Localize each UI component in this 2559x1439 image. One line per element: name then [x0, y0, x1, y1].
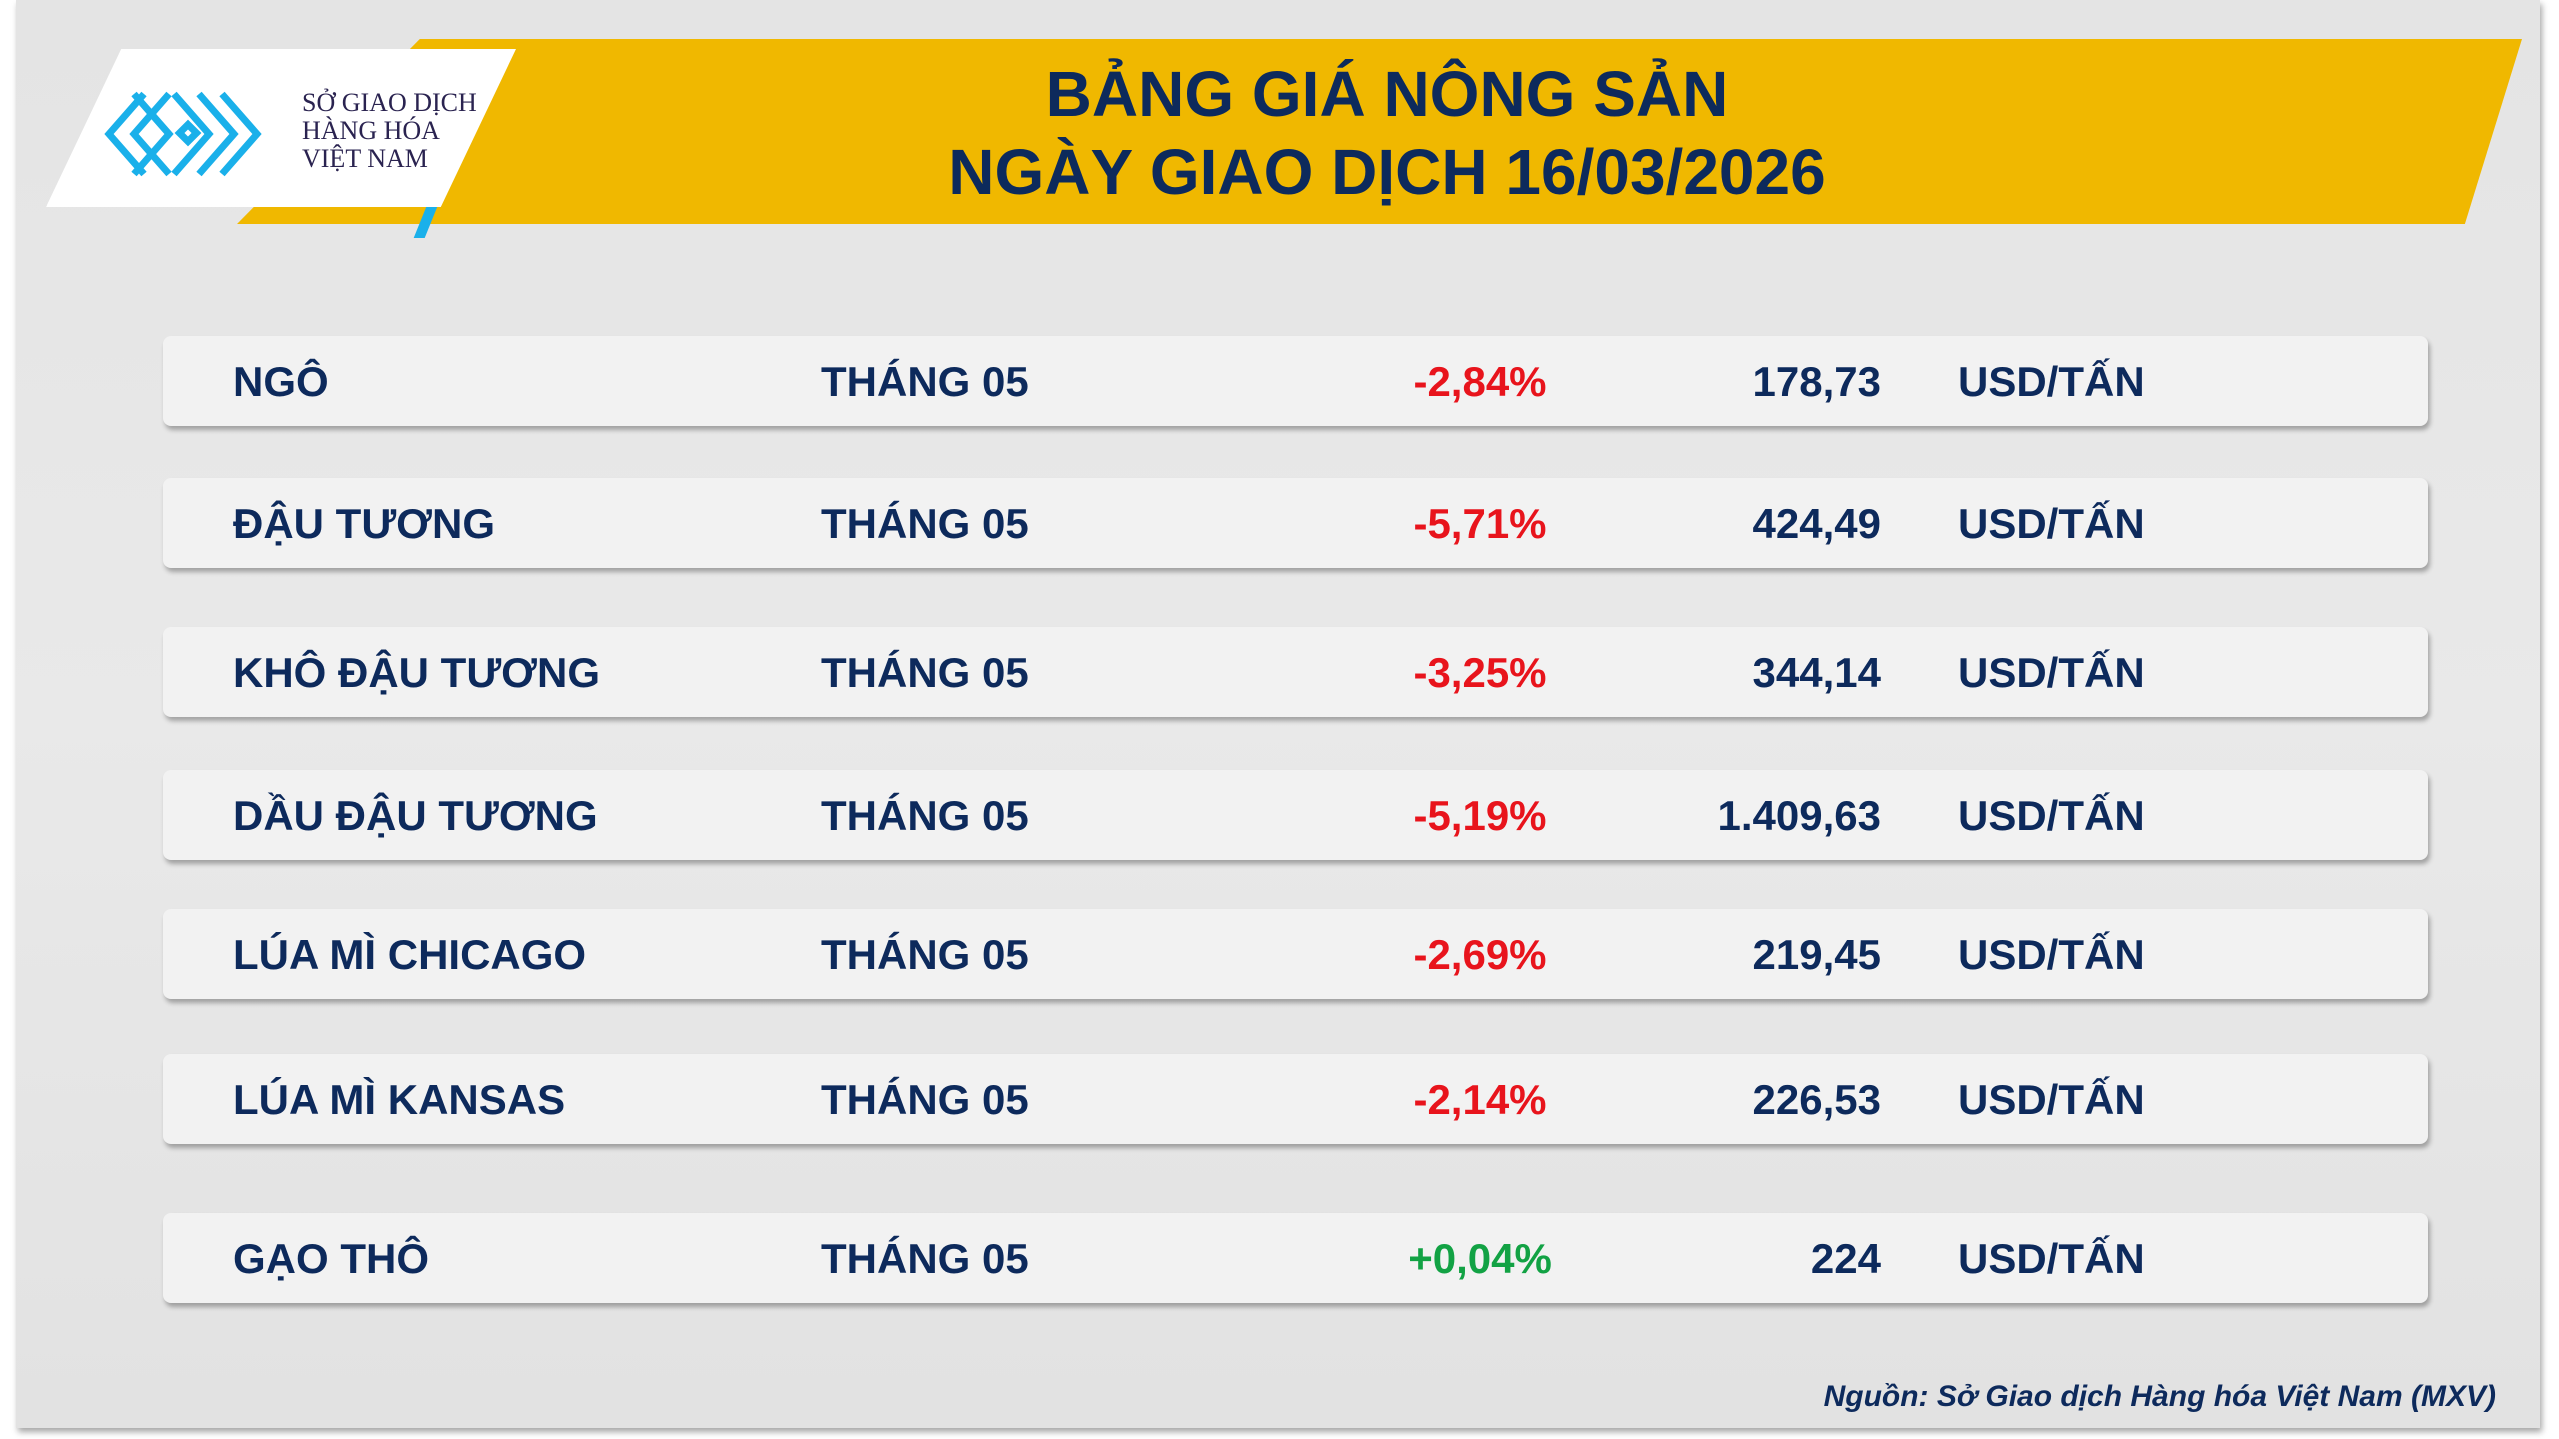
- commodity-name: GẠO THÔ: [233, 1235, 429, 1282]
- price-change: -5,19%: [1413, 792, 1547, 839]
- contract-month: THÁNG 05: [821, 1076, 1029, 1123]
- price-value: 344,14: [1752, 649, 1881, 696]
- source-note: Nguồn: Sở Giao dịch Hàng hóa Việt Nam (M…: [1823, 1380, 2496, 1413]
- price-value: 1.409,63: [1717, 792, 1882, 839]
- table-row: ĐẬU TƯƠNG THÁNG 05 -5,71% 424,49 USD/TẤN: [163, 478, 2428, 568]
- price-value: 178,73: [1752, 358, 1881, 405]
- price-change: -2,69%: [1413, 931, 1547, 978]
- price-value: 424,49: [1752, 500, 1881, 547]
- logo-line-2: HÀNG HÓA: [302, 116, 440, 145]
- table-row: LÚA MÌ CHICAGO THÁNG 05 -2,69% 219,45 USD/TẤ…: [163, 909, 2428, 999]
- page-title: BẢNG GIÁ NÔNG SẢN NGÀY GIAO DỊCH 16/03/2…: [237, 55, 2537, 211]
- commodity-name: LÚA MÌ KANSAS: [233, 1076, 566, 1123]
- price-unit: USD/TẤN: [1958, 792, 2145, 839]
- table-row: DẦU ĐẬU TƯƠNG THÁNG 05 -5,19% 1.409,63 USD/T…: [163, 770, 2428, 860]
- title-banner: [237, 39, 2522, 224]
- table-row: LÚA MÌ KANSAS THÁNG 05 -2,14% 226,53 USD/TẤN: [163, 1054, 2428, 1144]
- contract-month: THÁNG 05: [821, 649, 1029, 696]
- price-value: 224: [1810, 1235, 1881, 1282]
- price-change: +0,04%: [1408, 1235, 1552, 1282]
- mxv-logo: SỞ GIAO DỊCH HÀNG HÓA VIỆT NAM: [46, 49, 516, 207]
- price-unit: USD/TẤN: [1958, 649, 2145, 696]
- commodity-name: ĐẬU TƯƠNG: [233, 500, 495, 547]
- infographic-card: BẢNG GIÁ NÔNG SẢN NGÀY GIAO DỊCH 16/03/2…: [16, 0, 2540, 1428]
- price-change: -2,14%: [1413, 1076, 1547, 1123]
- logo-line-3: VIỆT NAM: [302, 144, 428, 173]
- commodity-name: NGÔ: [233, 358, 329, 405]
- price-unit: USD/TẤN: [1958, 1076, 2145, 1123]
- title-line-1: BẢNG GIÁ NÔNG SẢN: [1045, 58, 1729, 130]
- logo-background: [46, 49, 516, 207]
- table-row: KHÔ ĐẬU TƯƠNG THÁNG 05 -3,25% 344,14 USD/TẤN: [163, 627, 2428, 717]
- price-value: 226,53: [1752, 1076, 1881, 1123]
- price-change: -5,71%: [1413, 500, 1547, 547]
- logo-line-1: SỞ GIAO DỊCH: [302, 88, 477, 117]
- contract-month: THÁNG 05: [821, 358, 1029, 405]
- contract-month: THÁNG 05: [821, 931, 1029, 978]
- contract-month: THÁNG 05: [821, 500, 1029, 547]
- table-row: NGÔ THÁNG 05 -2,84% 178,73 USD/TẤN: [163, 336, 2428, 426]
- price-value: 219,45: [1752, 931, 1881, 978]
- price-unit: USD/TẤN: [1958, 1235, 2145, 1282]
- title-line-2: NGÀY GIAO DỊCH 16/03/2026: [948, 136, 1826, 208]
- price-change: -3,25%: [1413, 649, 1547, 696]
- contract-month: THÁNG 05: [821, 792, 1029, 839]
- commodity-name: DẦU ĐẬU TƯƠNG: [233, 792, 598, 839]
- commodity-name: KHÔ ĐẬU TƯƠNG: [233, 649, 600, 696]
- price-unit: USD/TẤN: [1958, 358, 2145, 405]
- price-unit: USD/TẤN: [1958, 931, 2145, 978]
- logo-text: SỞ GIAO DỊCH HÀNG HÓA VIỆT NAM: [302, 89, 477, 173]
- price-unit: USD/TẤN: [1958, 500, 2145, 547]
- commodity-name: LÚA MÌ CHICAGO: [233, 931, 587, 978]
- mxv-logo-icon: [104, 91, 262, 177]
- price-change: -2,84%: [1413, 358, 1547, 405]
- table-row: GẠO THÔ THÁNG 05 +0,04% 224 USD/TẤN: [163, 1213, 2428, 1303]
- contract-month: THÁNG 05: [821, 1235, 1029, 1282]
